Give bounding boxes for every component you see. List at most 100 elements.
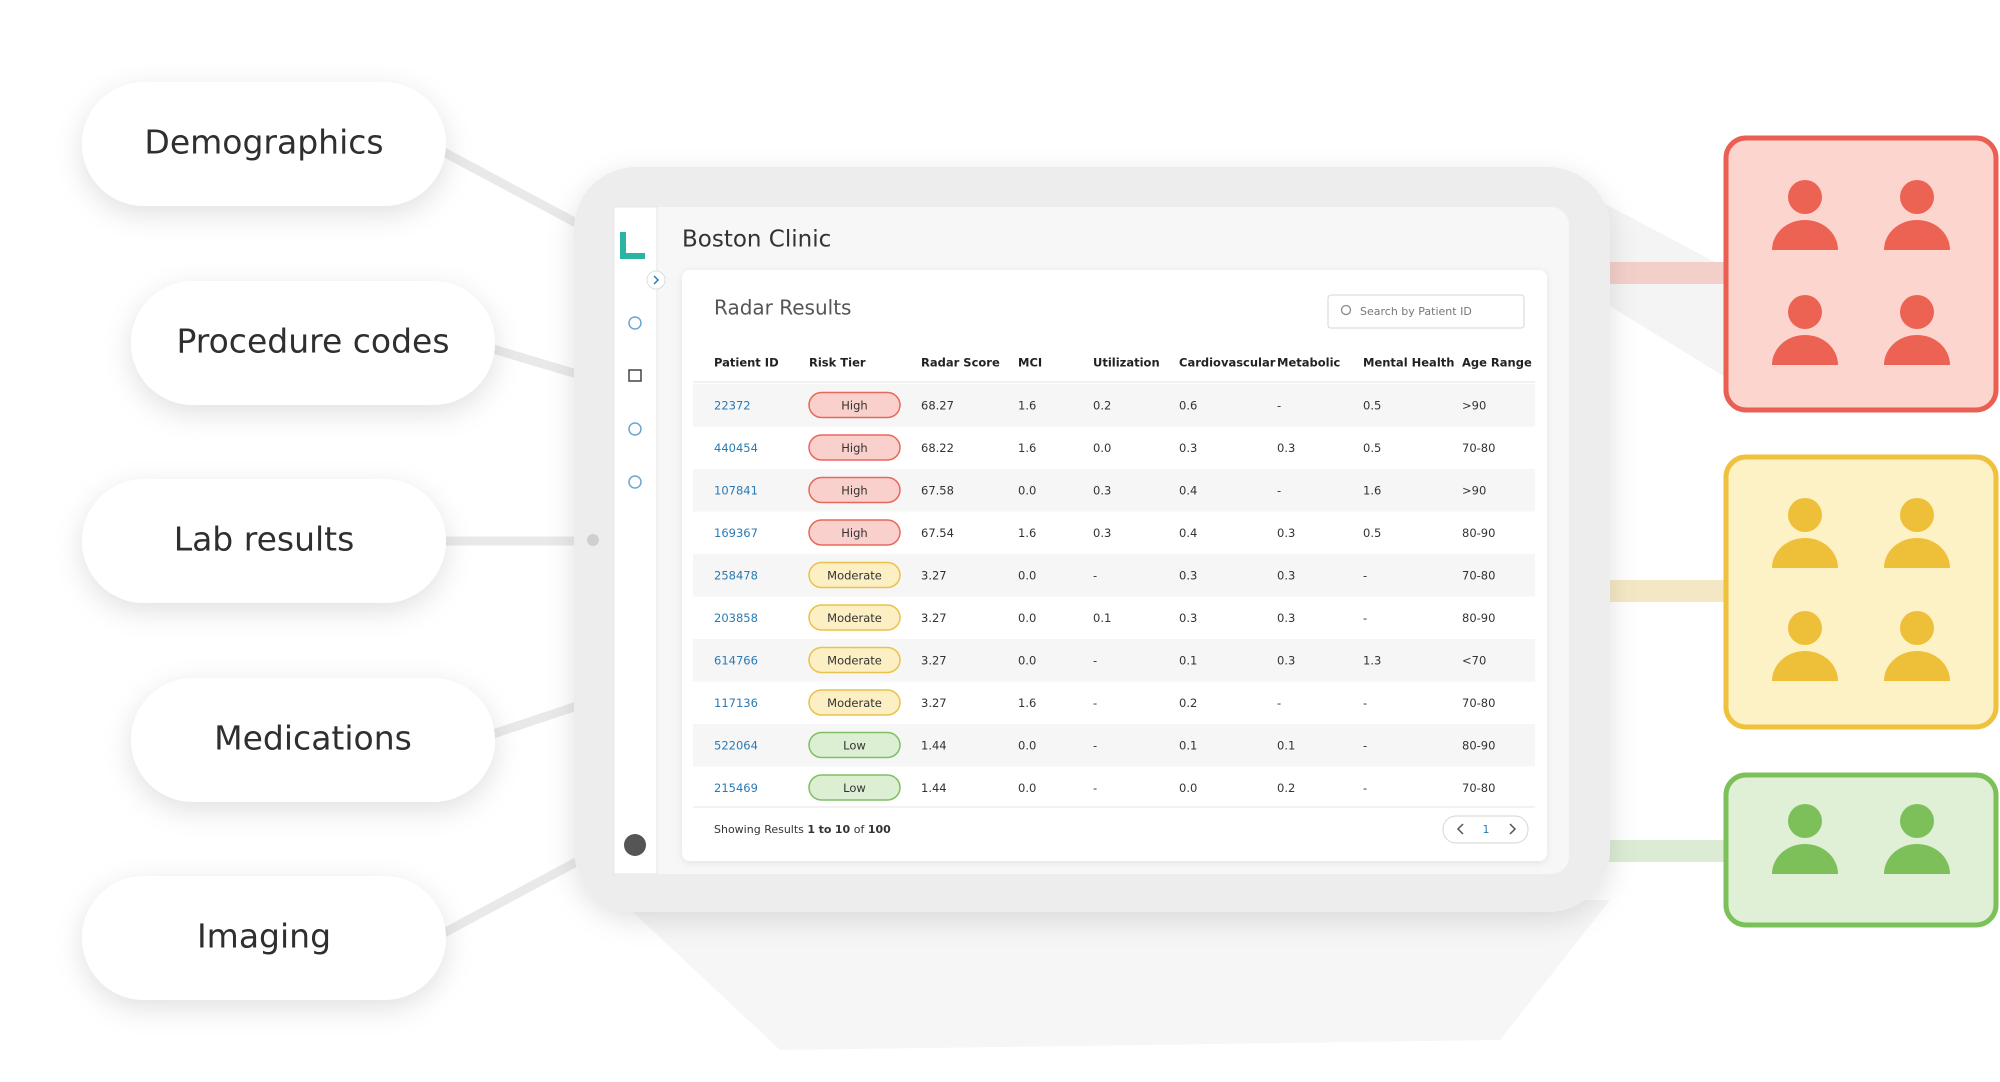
person-body: [1772, 844, 1838, 874]
cell: 0.3: [1277, 526, 1295, 540]
patient-id[interactable]: 614766: [714, 654, 758, 668]
person-body: [1772, 538, 1838, 568]
input-label: Demographics: [144, 123, 383, 162]
nav-results[interactable]: [628, 369, 642, 382]
person-body: [1772, 651, 1838, 681]
cell: 0.5: [1363, 441, 1381, 455]
cell: 0.0: [1179, 781, 1197, 795]
cell: 1.44: [921, 739, 947, 753]
sidebar-toggle[interactable]: [646, 270, 666, 290]
tablet-camera: [587, 534, 599, 546]
risk-tier: Low: [843, 739, 866, 753]
tablet-shadow: [620, 900, 1610, 1050]
person-body: [1772, 335, 1838, 365]
cell: 0.0: [1018, 739, 1036, 753]
nav-patients[interactable]: [628, 316, 642, 330]
nav-help[interactable]: [628, 475, 642, 489]
cell: -: [1363, 781, 1367, 795]
input-pill: [82, 876, 446, 1000]
cell: 0.0: [1018, 781, 1036, 795]
patient-id[interactable]: 169367: [714, 526, 758, 540]
column-header: Age Range: [1462, 356, 1532, 370]
risk-tier: Moderate: [827, 696, 882, 710]
risk-badge: [808, 646, 901, 674]
cell: 0.0: [1018, 569, 1036, 583]
column-header: Metabolic: [1277, 356, 1341, 370]
patient-id[interactable]: 203858: [714, 611, 758, 625]
column-header: Risk Tier: [809, 356, 866, 370]
input-pill: [82, 82, 446, 206]
person-body: [1884, 651, 1950, 681]
cell: -: [1093, 739, 1097, 753]
person-head: [1788, 611, 1822, 645]
cell: 1.6: [1018, 399, 1036, 413]
summary-to: 10: [835, 823, 851, 836]
patient-id[interactable]: 22372: [714, 399, 751, 413]
cell: -: [1277, 696, 1281, 710]
risk-tier: Moderate: [827, 569, 882, 583]
avatar[interactable]: [624, 834, 646, 856]
sidebar: [613, 206, 658, 875]
column-header: MCI: [1018, 356, 1042, 370]
cell: 0.0: [1093, 441, 1111, 455]
patient-id[interactable]: 440454: [714, 441, 758, 455]
cell: 67.58: [921, 484, 954, 498]
cell: 0.5: [1363, 526, 1381, 540]
person-head: [1900, 804, 1934, 838]
connector-red: [1600, 262, 1730, 284]
patient-id[interactable]: 522064: [714, 739, 758, 753]
group-low: [1723, 772, 1999, 928]
input-label: Procedure codes: [176, 322, 449, 361]
risk-badge: [808, 519, 901, 546]
risk-tier: High: [841, 441, 867, 455]
search-box[interactable]: [1327, 294, 1525, 329]
cell: -: [1277, 484, 1281, 498]
cell: -: [1277, 399, 1281, 413]
cell: 70-80: [1462, 569, 1495, 583]
risk-badge: [808, 689, 901, 716]
connector-green: [1600, 840, 1730, 862]
cell: 0.3: [1093, 484, 1111, 498]
cell: 3.27: [921, 654, 947, 668]
patient-id[interactable]: 117136: [714, 696, 758, 710]
column-header: Patient ID: [714, 356, 779, 370]
cell: 0.2: [1093, 399, 1111, 413]
patient-id[interactable]: 215469: [714, 781, 758, 795]
cell: <70: [1462, 654, 1486, 668]
cell: 0.2: [1179, 696, 1197, 710]
input-label: Imaging: [197, 917, 331, 956]
person-body: [1884, 335, 1950, 365]
cell: 3.27: [921, 611, 947, 625]
cell: 0.2: [1277, 781, 1295, 795]
person-head: [1788, 498, 1822, 532]
group-high: [1723, 135, 1999, 413]
risk-tier: High: [841, 484, 867, 498]
page-number[interactable]: 1: [1483, 823, 1490, 836]
nav-health[interactable]: [628, 422, 642, 436]
results-summary: Showing Results 1 to 10 of 100: [714, 823, 891, 836]
cell: 68.22: [921, 441, 954, 455]
cell: 70-80: [1462, 696, 1495, 710]
connectors: [437, 146, 590, 939]
person-body: [1884, 220, 1950, 250]
next-page[interactable]: [1509, 823, 1517, 835]
cell: 80-90: [1462, 526, 1495, 540]
input-label: Lab results: [174, 520, 355, 559]
risk-badge: [808, 774, 901, 801]
cell: -: [1363, 696, 1367, 710]
cell: >90: [1462, 399, 1486, 413]
cell: >90: [1462, 484, 1486, 498]
summary-to-word: to: [819, 823, 832, 836]
person-head: [1900, 180, 1934, 214]
risk-tier: Moderate: [827, 654, 882, 668]
cell: -: [1093, 654, 1097, 668]
patient-id[interactable]: 258478: [714, 569, 758, 583]
risk-badge: [808, 731, 901, 759]
cell: 0.5: [1363, 399, 1381, 413]
prev-page[interactable]: [1456, 823, 1464, 835]
cell: 3.27: [921, 696, 947, 710]
cell: 80-90: [1462, 611, 1495, 625]
cell: 0.3: [1277, 654, 1295, 668]
patient-id[interactable]: 107841: [714, 484, 758, 498]
